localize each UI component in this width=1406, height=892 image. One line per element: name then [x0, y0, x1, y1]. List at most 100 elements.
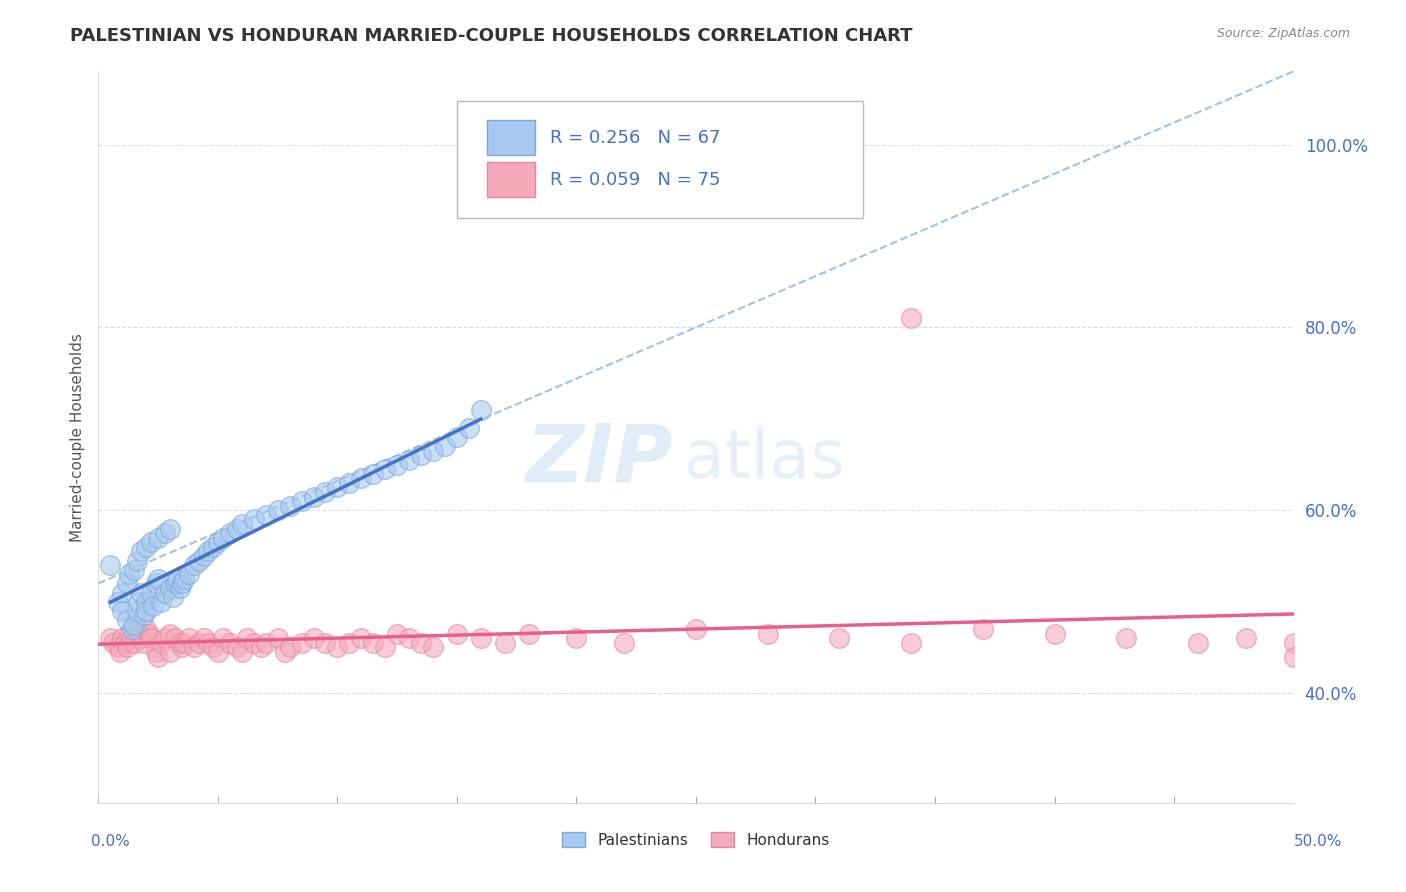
Point — [291, 636, 314, 650]
Point — [187, 636, 209, 650]
Point — [434, 439, 457, 453]
Point — [172, 576, 194, 591]
Point — [169, 636, 191, 650]
Point — [302, 632, 325, 646]
Point — [1187, 636, 1209, 650]
Text: PALESTINIAN VS HONDURAN MARRIED-COUPLE HOUSEHOLDS CORRELATION CHART: PALESTINIAN VS HONDURAN MARRIED-COUPLE H… — [70, 27, 912, 45]
Point — [107, 640, 129, 655]
Point — [159, 645, 181, 659]
Point — [183, 558, 205, 573]
Point — [374, 462, 396, 476]
Point — [202, 540, 225, 554]
Point — [163, 576, 186, 591]
Point — [828, 632, 851, 646]
Point — [155, 526, 177, 541]
Point — [202, 640, 225, 655]
Point — [363, 467, 385, 481]
Point — [145, 576, 167, 591]
Point — [226, 640, 249, 655]
Point — [118, 567, 141, 582]
Point — [139, 632, 162, 646]
Point — [565, 632, 588, 646]
Point — [900, 636, 922, 650]
Point — [339, 636, 361, 650]
Point — [163, 632, 186, 646]
Point — [132, 636, 155, 650]
Point — [302, 490, 325, 504]
Point — [111, 585, 134, 599]
Text: R = 0.256   N = 67: R = 0.256 N = 67 — [550, 129, 721, 147]
Point — [398, 632, 420, 646]
Point — [131, 585, 153, 599]
Point — [411, 636, 433, 650]
Point — [517, 626, 540, 640]
Point — [1234, 632, 1257, 646]
Point — [187, 553, 209, 567]
Point — [613, 636, 636, 650]
Text: Source: ZipAtlas.com: Source: ZipAtlas.com — [1216, 27, 1350, 40]
Point — [145, 645, 167, 659]
Point — [173, 636, 195, 650]
Point — [101, 636, 124, 650]
Point — [148, 649, 170, 664]
Point — [226, 521, 249, 535]
Point — [131, 544, 153, 558]
Text: 0.0%: 0.0% — [91, 834, 131, 849]
Point — [159, 626, 181, 640]
Point — [315, 485, 337, 500]
Point — [350, 471, 373, 485]
Point — [291, 494, 314, 508]
Point — [1043, 626, 1066, 640]
Point — [125, 604, 148, 618]
Point — [149, 636, 172, 650]
Point — [494, 636, 516, 650]
Point — [173, 572, 195, 586]
Point — [385, 458, 409, 472]
Point — [98, 558, 122, 573]
Point — [135, 594, 157, 608]
Point — [326, 480, 349, 494]
Point — [339, 475, 361, 490]
Point — [254, 636, 277, 650]
Point — [1282, 636, 1305, 650]
Point — [124, 563, 146, 577]
Point — [162, 590, 184, 604]
Point — [159, 521, 181, 535]
Point — [135, 540, 157, 554]
Point — [139, 535, 162, 549]
Point — [1115, 632, 1137, 646]
Point — [315, 636, 337, 650]
Bar — [486, 162, 534, 197]
Text: 50.0%: 50.0% — [1295, 834, 1343, 849]
Point — [685, 622, 707, 636]
Point — [326, 640, 349, 655]
Point — [183, 640, 205, 655]
Point — [155, 585, 177, 599]
Point — [250, 640, 273, 655]
Point — [128, 594, 150, 608]
Point — [115, 613, 138, 627]
Point — [446, 626, 468, 640]
Point — [124, 617, 146, 632]
Point — [207, 535, 229, 549]
Point — [197, 544, 219, 558]
Point — [149, 594, 172, 608]
Point — [350, 632, 373, 646]
FancyBboxPatch shape — [457, 101, 863, 218]
Point — [470, 402, 492, 417]
Point — [267, 503, 290, 517]
Point — [267, 632, 290, 646]
Point — [219, 526, 242, 541]
Point — [132, 608, 155, 623]
Point — [169, 581, 191, 595]
Point — [193, 632, 215, 646]
Point — [111, 632, 134, 646]
Point — [1282, 649, 1305, 664]
Point — [107, 594, 129, 608]
Point — [385, 626, 409, 640]
Point — [458, 421, 481, 435]
Point — [172, 640, 194, 655]
Point — [900, 311, 922, 326]
Point — [131, 632, 153, 646]
Point — [422, 443, 444, 458]
